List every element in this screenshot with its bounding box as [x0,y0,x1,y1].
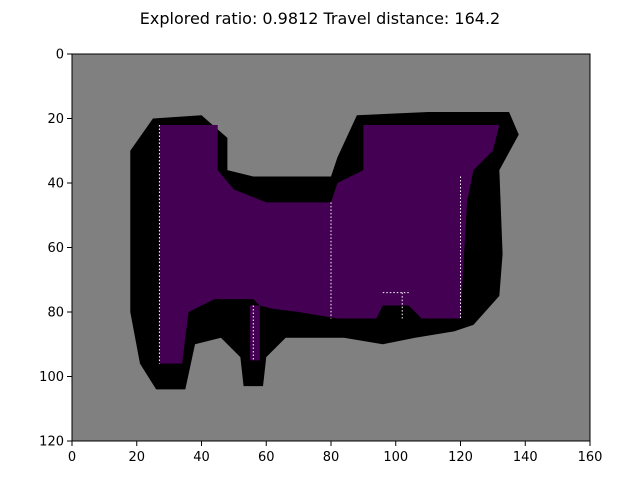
x-tick-label: 120 [448,450,473,465]
occupancy-map [130,112,519,390]
explored-region [159,124,500,364]
x-axis: 0 20 40 60 80 100 120 140 160 [68,441,603,465]
y-tick-label: 0 [56,48,64,63]
y-tick-label: 120 [39,435,64,450]
x-tick-label: 60 [258,450,275,465]
x-tick-label: 100 [383,450,408,465]
x-tick-label: 80 [323,450,340,465]
x-tick-label: 160 [578,450,603,465]
y-tick-label: 60 [47,241,64,256]
explored-region-stub [250,305,260,361]
y-axis: 0 20 40 60 80 100 120 [39,48,72,450]
chart-title: Explored ratio: 0.9812 Travel distance: … [140,9,500,28]
x-tick-label: 40 [193,450,210,465]
y-tick-label: 100 [39,370,64,385]
x-tick-label: 20 [128,450,145,465]
x-tick-label: 0 [68,450,76,465]
y-tick-label: 40 [47,177,64,192]
y-tick-label: 20 [47,112,64,127]
y-tick-label: 80 [47,306,64,321]
x-tick-label: 140 [513,450,538,465]
